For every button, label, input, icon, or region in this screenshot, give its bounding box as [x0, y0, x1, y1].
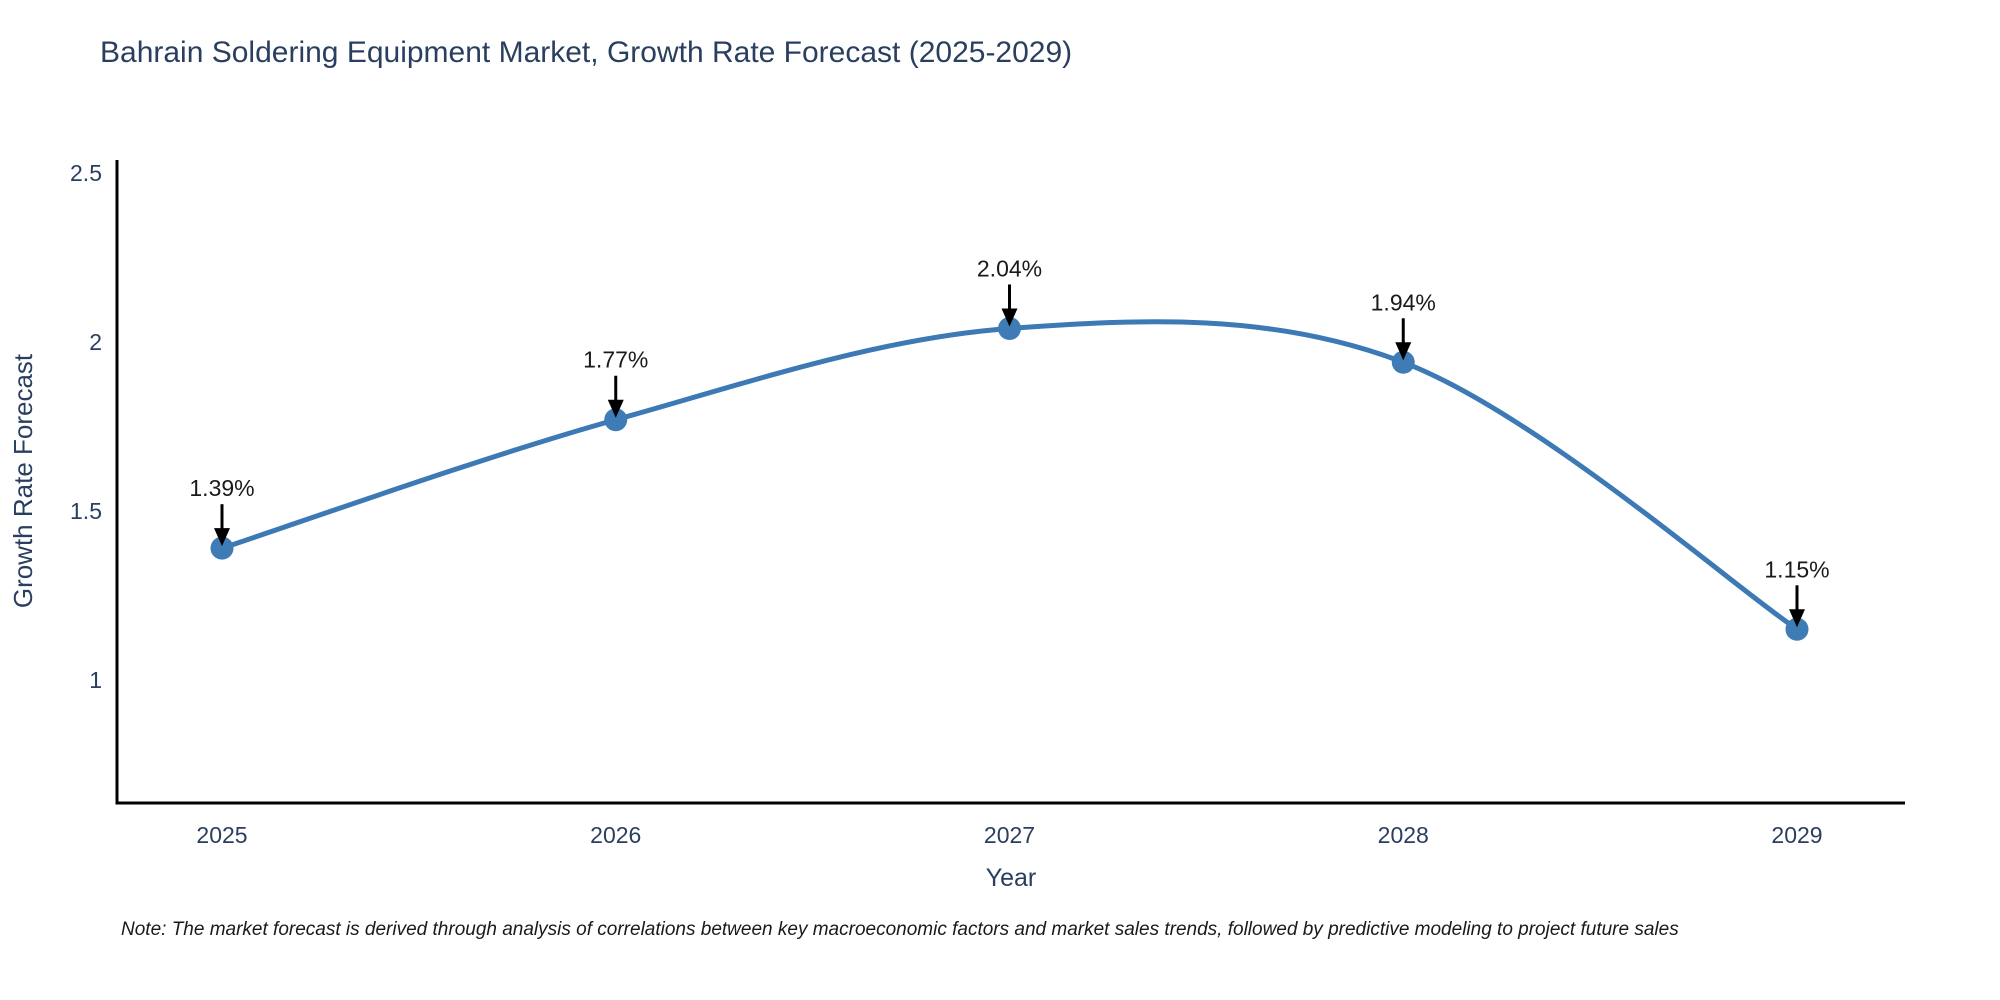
data-point-marker: [604, 408, 628, 432]
annotation-arrowhead: [607, 399, 624, 418]
y-tick-label: 1: [89, 667, 102, 693]
footnote: Note: The market forecast is derived thr…: [121, 919, 1679, 940]
data-point-marker: [1785, 617, 1809, 641]
data-point-label: 1.39%: [189, 475, 254, 501]
annotation-arrowhead: [1789, 609, 1805, 628]
x-tick-label: 2026: [590, 822, 641, 848]
markers-layer: [210, 316, 1809, 641]
chart-title: Bahrain Soldering Equipment Market, Grow…: [100, 36, 1073, 69]
y-axis-title: Growth Rate Forecast: [8, 353, 38, 608]
annotation-arrowhead: [1001, 308, 1018, 327]
y-tick-label: 1.5: [70, 498, 102, 524]
y-tick-label: 2: [89, 329, 102, 355]
x-tick-label: 2027: [984, 822, 1035, 848]
series-line: [219, 319, 1800, 632]
x-tick-labels: 2025 2026 2027 2028 2029: [196, 822, 1822, 848]
data-point-label: 2.04%: [977, 255, 1042, 281]
x-tick-label: 2025: [196, 822, 247, 848]
data-point-marker: [210, 536, 234, 560]
y-tick-labels: 1 1.5 2 2.5: [70, 160, 102, 693]
x-axis-title: Year: [986, 864, 1037, 892]
annotation-arrowhead: [1395, 342, 1412, 361]
data-point-label: 1.94%: [1371, 289, 1436, 315]
annotation-arrowhead: [214, 528, 230, 547]
data-point-label: 1.15%: [1764, 556, 1829, 582]
data-point-marker: [1391, 350, 1415, 374]
y-tick-label: 2.5: [70, 160, 102, 186]
annotations-layer: 1.39% 1.77% 2.04% 1.94% 1.15%: [189, 255, 1830, 628]
data-point-marker: [998, 316, 1021, 340]
x-tick-label: 2028: [1378, 822, 1429, 848]
data-point-label: 1.77%: [583, 347, 648, 373]
x-tick-label: 2029: [1771, 822, 1822, 848]
